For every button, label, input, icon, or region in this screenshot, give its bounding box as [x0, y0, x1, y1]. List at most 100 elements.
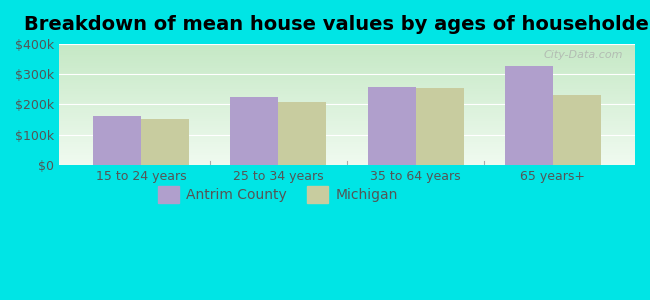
Bar — [59, 164, 635, 165]
Bar — [59, 58, 635, 60]
Bar — [59, 46, 635, 47]
Bar — [59, 128, 635, 129]
Bar — [59, 154, 635, 155]
Bar — [59, 160, 635, 161]
Bar — [59, 80, 635, 81]
Bar — [59, 134, 635, 135]
Bar — [59, 125, 635, 126]
Bar — [59, 129, 635, 130]
Bar — [59, 69, 635, 70]
Bar — [59, 106, 635, 107]
Bar — [59, 91, 635, 92]
Bar — [59, 68, 635, 69]
Bar — [59, 107, 635, 108]
Bar — [141, 118, 189, 165]
Legend: Antrim County, Michigan: Antrim County, Michigan — [153, 181, 403, 209]
Bar — [504, 66, 552, 165]
Bar — [59, 74, 635, 75]
Bar — [552, 95, 601, 165]
Bar — [59, 86, 635, 88]
Bar — [59, 137, 635, 138]
Bar — [59, 50, 635, 51]
Bar — [59, 109, 635, 110]
Bar — [59, 84, 635, 85]
Bar — [59, 124, 635, 125]
Bar — [59, 104, 635, 106]
Bar — [59, 60, 635, 61]
Bar — [59, 75, 635, 76]
Bar — [59, 63, 635, 64]
Bar — [59, 72, 635, 73]
Bar — [59, 51, 635, 52]
Bar — [59, 152, 635, 153]
Bar — [59, 64, 635, 66]
Bar — [59, 66, 635, 67]
Bar — [59, 108, 635, 109]
Bar — [59, 136, 635, 137]
Bar — [59, 122, 635, 123]
Bar — [59, 150, 635, 152]
Bar — [59, 96, 635, 97]
Bar — [59, 115, 635, 116]
Bar — [59, 49, 635, 50]
Bar — [59, 54, 635, 55]
Bar — [59, 62, 635, 63]
Bar — [59, 94, 635, 95]
Bar — [59, 47, 635, 49]
Bar — [59, 132, 635, 134]
Bar — [59, 76, 635, 78]
Bar — [59, 143, 635, 144]
Bar — [59, 140, 635, 141]
Bar — [59, 73, 635, 74]
Bar — [59, 130, 635, 131]
Title: Breakdown of mean house values by ages of householders: Breakdown of mean house values by ages o… — [24, 15, 650, 34]
Bar — [59, 123, 635, 124]
Bar — [59, 103, 635, 104]
Bar — [59, 89, 635, 90]
Bar — [59, 79, 635, 80]
Bar — [59, 138, 635, 140]
Bar — [59, 147, 635, 148]
Bar — [59, 88, 635, 89]
Bar — [59, 44, 635, 45]
Bar — [59, 100, 635, 101]
Bar — [59, 101, 635, 102]
Bar — [59, 163, 635, 164]
Bar — [59, 70, 635, 72]
Bar — [59, 153, 635, 154]
Bar — [59, 146, 635, 147]
Bar — [59, 82, 635, 84]
Bar — [59, 57, 635, 59]
Bar — [415, 88, 463, 165]
Bar — [59, 114, 635, 115]
Bar — [59, 81, 635, 83]
Bar — [59, 110, 635, 112]
Bar — [59, 159, 635, 160]
Bar — [59, 135, 635, 136]
Bar — [59, 120, 635, 122]
Bar — [59, 56, 635, 57]
Bar — [59, 155, 635, 157]
Bar — [59, 148, 635, 149]
Bar — [59, 67, 635, 68]
Bar — [367, 87, 415, 165]
Bar — [59, 45, 635, 46]
Bar — [59, 141, 635, 142]
Bar — [59, 102, 635, 103]
Bar — [59, 78, 635, 79]
Bar — [59, 92, 635, 94]
Bar — [59, 112, 635, 113]
Bar — [59, 97, 635, 98]
Bar — [59, 52, 635, 54]
Bar — [59, 158, 635, 159]
Bar — [59, 142, 635, 143]
Bar — [59, 55, 635, 56]
Bar — [59, 161, 635, 163]
Bar — [278, 102, 326, 165]
Bar — [59, 119, 635, 120]
Bar — [59, 157, 635, 158]
Bar — [59, 131, 635, 132]
Bar — [59, 90, 635, 91]
Bar — [59, 61, 635, 62]
Bar — [93, 116, 141, 165]
